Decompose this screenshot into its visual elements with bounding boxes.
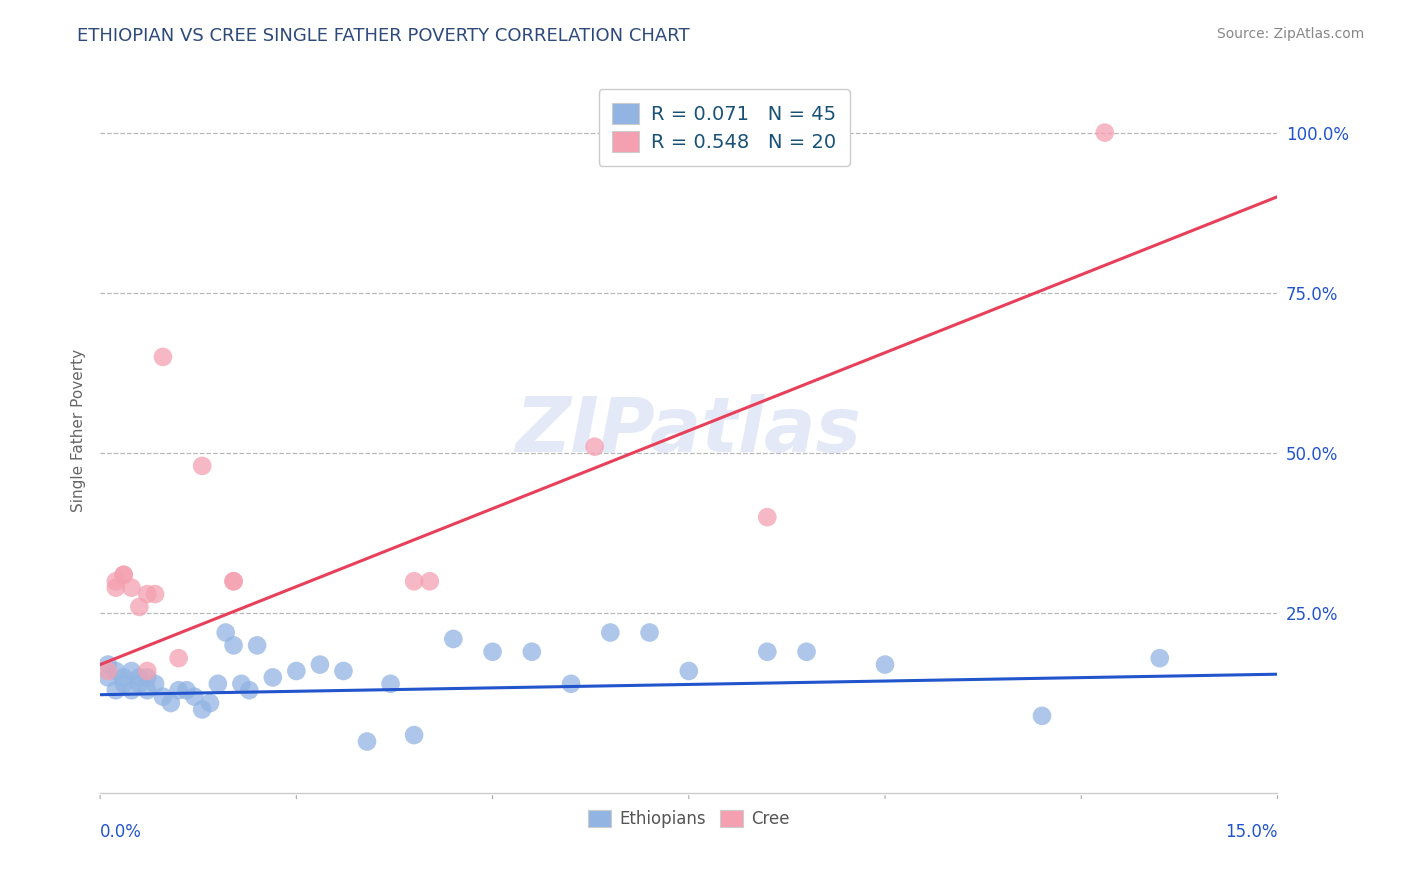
Point [222, 638, 245, 652]
Point [678, 664, 700, 678]
Point [112, 567, 135, 582]
Point [222, 574, 245, 589]
Point [167, 683, 190, 698]
Point [152, 350, 174, 364]
Point [191, 702, 214, 716]
Text: Source: ZipAtlas.com: Source: ZipAtlas.com [1216, 27, 1364, 41]
Text: 0.0%: 0.0% [100, 823, 142, 841]
Point [112, 677, 135, 691]
Point [1031, 709, 1053, 723]
Point [1149, 651, 1171, 665]
Point [207, 677, 229, 691]
Point [1094, 126, 1116, 140]
Point [309, 657, 332, 672]
Point [136, 683, 159, 698]
Point [159, 696, 181, 710]
Point [380, 677, 402, 691]
Point [231, 677, 253, 691]
Point [599, 625, 621, 640]
Point [238, 683, 260, 698]
Point [215, 625, 238, 640]
Point [262, 670, 284, 684]
Point [176, 683, 198, 698]
Point [152, 690, 174, 704]
Point [104, 581, 127, 595]
Point [285, 664, 308, 678]
Point [419, 574, 441, 589]
Point [198, 696, 221, 710]
Text: ETHIOPIAN VS CREE SINGLE FATHER POVERTY CORRELATION CHART: ETHIOPIAN VS CREE SINGLE FATHER POVERTY … [77, 27, 690, 45]
Point [104, 683, 127, 698]
Point [796, 645, 818, 659]
Text: 15.0%: 15.0% [1225, 823, 1278, 841]
Point [128, 670, 150, 684]
Text: ZIPatlas: ZIPatlas [516, 393, 862, 467]
Point [128, 677, 150, 691]
Point [332, 664, 354, 678]
Point [404, 728, 426, 742]
Point [143, 677, 166, 691]
Point [104, 574, 127, 589]
Point [222, 574, 245, 589]
Point [97, 670, 120, 684]
Point [121, 664, 143, 678]
Point [97, 664, 120, 678]
Point [356, 734, 378, 748]
Point [112, 567, 135, 582]
Point [136, 664, 159, 678]
Point [520, 645, 543, 659]
Point [441, 632, 464, 646]
Point [112, 670, 135, 684]
Point [404, 574, 426, 589]
Point [121, 581, 143, 595]
Point [756, 510, 779, 524]
Point [191, 458, 214, 473]
Point [128, 599, 150, 614]
Point [143, 587, 166, 601]
Point [560, 677, 582, 691]
Y-axis label: Single Father Poverty: Single Father Poverty [72, 349, 86, 512]
Point [136, 670, 159, 684]
Legend: Ethiopians, Cree: Ethiopians, Cree [581, 804, 796, 835]
Point [121, 683, 143, 698]
Point [246, 638, 269, 652]
Point [136, 587, 159, 601]
Point [104, 664, 127, 678]
Point [756, 645, 779, 659]
Point [481, 645, 503, 659]
Point [183, 690, 205, 704]
Point [583, 440, 606, 454]
Point [873, 657, 896, 672]
Point [97, 657, 120, 672]
Point [167, 651, 190, 665]
Point [638, 625, 661, 640]
